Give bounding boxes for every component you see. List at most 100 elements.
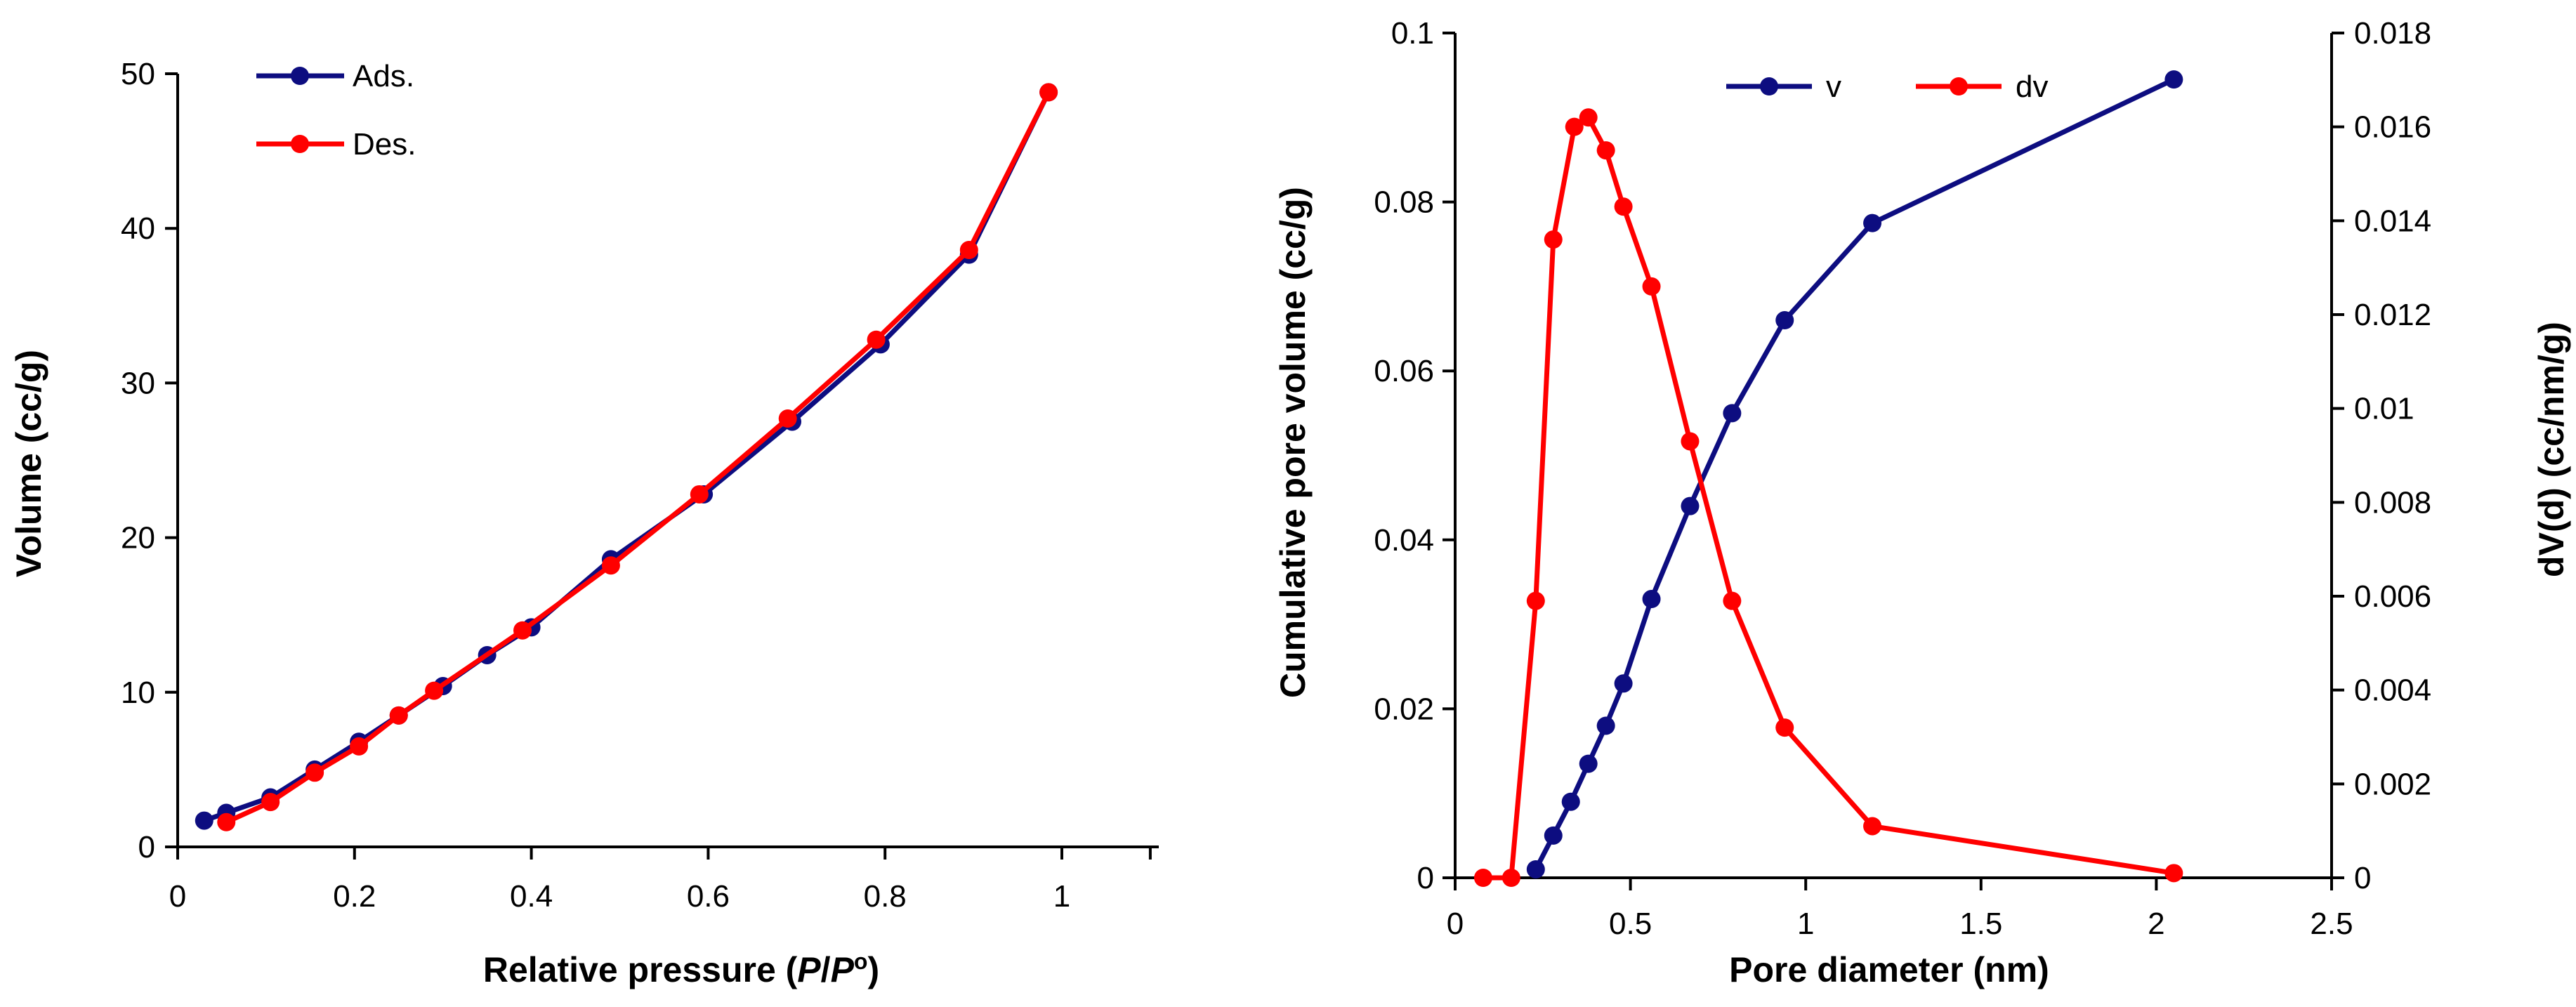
y-tick-label: 0.06 <box>1374 354 1434 388</box>
data-point-dv <box>2164 864 2183 883</box>
data-point-des <box>217 812 236 831</box>
chart2-left-y-axis-title: Cumulative pore volume (cc/g) <box>1273 187 1313 698</box>
x-tick-label: 1 <box>1797 907 1814 941</box>
pore-distribution-chart: 0 0.02 0.04 0.06 0.08 0.1 0 0.002 0.004 0.006 0.0… <box>1273 16 2571 989</box>
data-point-dv <box>1863 817 1882 836</box>
data-point-dv <box>1596 141 1615 160</box>
data-point-v <box>1544 826 1563 845</box>
data-point-dv <box>1723 591 1742 610</box>
data-point-des <box>305 763 324 782</box>
y2-tick-label: 0 <box>2354 861 2371 895</box>
y2-tick-label: 0.002 <box>2354 767 2431 801</box>
y-tick-label: 0.02 <box>1374 692 1434 726</box>
data-point-dv <box>1614 197 1633 216</box>
chart2-right-y-axis-title: dV(d) (cc/nm/g) <box>2532 322 2571 577</box>
data-point-des <box>867 330 886 349</box>
y2-tick-label: 0.006 <box>2354 579 2431 614</box>
y2-tick-label: 0.01 <box>2354 392 2414 426</box>
y2-tick-label: 0.008 <box>2354 485 2431 520</box>
x-tick-label: 0.8 <box>864 879 907 914</box>
legend-label-ads: Ads. <box>353 59 414 93</box>
data-point-v <box>1579 754 1598 773</box>
data-point-dv <box>1565 117 1584 136</box>
y-tick-label: 10 <box>121 676 155 710</box>
data-point-v <box>1561 792 1580 811</box>
data-point-des <box>513 621 532 640</box>
x-tick-label: 0 <box>169 879 186 914</box>
data-point-v <box>1614 674 1633 693</box>
data-point-dv <box>1579 108 1598 127</box>
y-tick-label: 0 <box>138 830 155 864</box>
chart1-y-ticks: 0 10 20 30 40 50 <box>121 57 178 864</box>
legend-label-des: Des. <box>353 127 416 162</box>
y-tick-label: 30 <box>121 366 155 400</box>
legend-marker-v <box>1760 77 1778 96</box>
chart1-x-axis-title: Relative pressure (P/Po) <box>483 949 879 989</box>
chart1-y-axis-title: Volume (cc/g) <box>9 350 48 577</box>
x-tick-label: 0.6 <box>687 879 730 914</box>
chart1-series <box>195 83 1058 831</box>
chart2-legend: v dv <box>1726 70 2048 104</box>
data-point-v <box>1681 496 1700 515</box>
y-tick-label: 20 <box>121 521 155 555</box>
chart2-series <box>1473 70 2183 887</box>
legend-label-v: v <box>1826 70 1841 104</box>
y-tick-label: 50 <box>121 57 155 91</box>
series-line-dv <box>1483 114 2174 881</box>
data-point-dv <box>1681 432 1700 451</box>
y2-tick-label: 0.016 <box>2354 110 2431 145</box>
chart2-x-ticks: 0 0.5 1 1.5 2 2.5 <box>1447 878 2353 941</box>
chart2-left-y-ticks: 0 0.02 0.04 0.06 0.08 0.1 <box>1374 16 1455 895</box>
chart1-x-ticks: 0 0.2 0.4 0.6 0.8 1 <box>169 847 1152 914</box>
x-tick-label: 2 <box>2148 907 2164 941</box>
y2-tick-label: 0.018 <box>2354 16 2431 51</box>
data-point-v <box>1863 213 1882 232</box>
y-tick-label: 40 <box>121 211 155 246</box>
chart2-x-axis-title: Pore diameter (nm) <box>1729 950 2049 989</box>
data-point-v <box>1723 404 1742 423</box>
data-point-dv <box>1544 230 1563 249</box>
y2-tick-label: 0.014 <box>2354 204 2431 238</box>
data-point-dv <box>1526 591 1545 610</box>
x-tick-label: 1 <box>1053 879 1070 914</box>
y2-tick-label: 0.012 <box>2354 298 2431 332</box>
isotherm-chart: 0 10 20 30 40 50 0 0.2 0.4 0.6 0.8 1 Volume (cc/g)… <box>9 57 1159 989</box>
data-point-des <box>601 556 620 575</box>
x-tick-label: 0.2 <box>333 879 376 914</box>
data-point-v <box>2164 70 2183 89</box>
x-tick-label: 0 <box>1447 907 1464 941</box>
legend-marker-ads <box>291 67 309 85</box>
y2-tick-label: 0.004 <box>2354 673 2431 708</box>
data-point-dv <box>1501 869 1520 887</box>
legend-label-dv: dv <box>2016 70 2048 104</box>
y-tick-label: 0.04 <box>1374 523 1434 558</box>
data-point-des <box>389 706 408 725</box>
data-point-ads <box>195 811 213 830</box>
data-point-des <box>350 737 369 756</box>
data-point-dv <box>1775 718 1794 737</box>
y-tick-label: 0.08 <box>1374 185 1434 220</box>
data-point-des <box>959 241 978 260</box>
data-point-dv <box>1473 869 1492 887</box>
legend-marker-des <box>291 135 309 153</box>
x-tick-label: 2.5 <box>2310 907 2353 941</box>
data-point-des <box>690 485 709 504</box>
data-point-dv <box>1642 277 1661 296</box>
chart2-right-y-ticks: 0 0.002 0.004 0.006 0.008 0.01 0.012 0.014 0.016… <box>2332 16 2431 895</box>
data-point-v <box>1596 716 1615 735</box>
data-point-v <box>1526 860 1545 878</box>
data-point-des <box>1039 83 1058 102</box>
data-point-des <box>778 409 797 428</box>
data-point-v <box>1642 590 1661 609</box>
x-tick-label: 0.5 <box>1609 907 1652 941</box>
data-point-v <box>1775 311 1794 330</box>
x-tick-label: 0.4 <box>510 879 553 914</box>
data-point-des <box>261 793 280 812</box>
chart1-legend: Ads. Des. <box>256 59 416 162</box>
y-tick-label: 0.1 <box>1391 16 1434 51</box>
y-tick-label: 0 <box>1417 861 1434 895</box>
x-tick-label: 1.5 <box>1959 907 2002 941</box>
data-point-des <box>425 681 444 700</box>
legend-marker-dv <box>1950 77 1968 96</box>
